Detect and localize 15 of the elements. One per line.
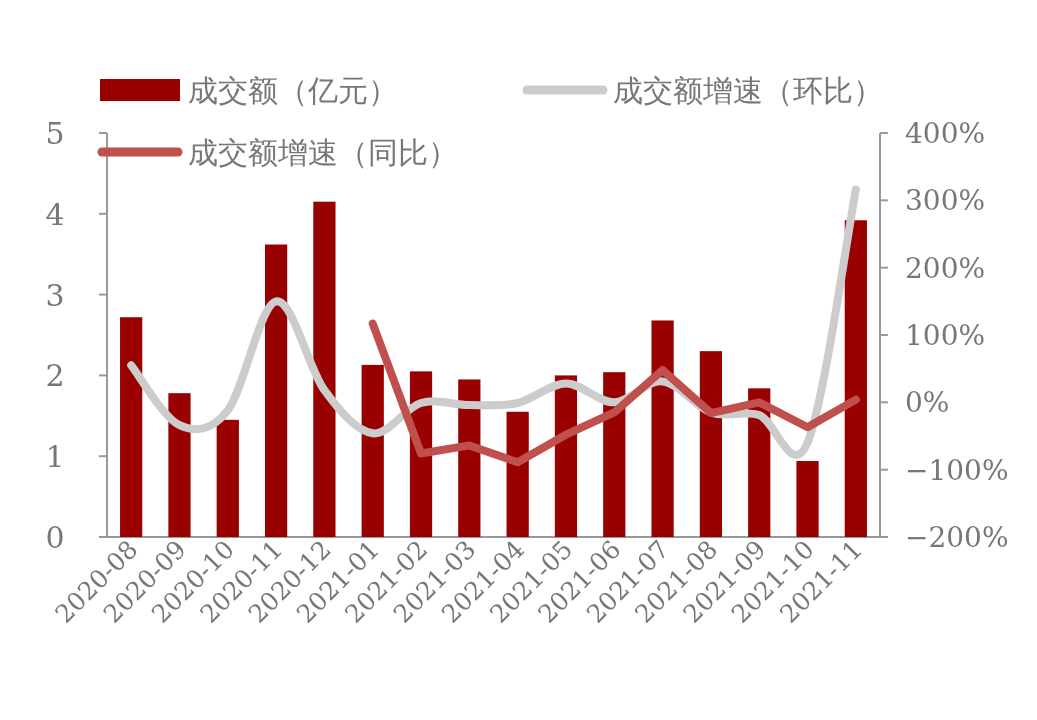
y2-tick-label: 200% bbox=[905, 251, 986, 285]
legend-label: 成交额增速（同比） bbox=[188, 135, 458, 170]
y2-tick-label: 100% bbox=[905, 319, 986, 352]
y2-tick-label: −200% bbox=[905, 521, 1009, 554]
y2-tick-label: 400% bbox=[905, 117, 986, 150]
y-tick-label: 3 bbox=[45, 277, 65, 313]
legend-label: 成交额增速（环比） bbox=[613, 73, 883, 108]
y2-tick-label: 0% bbox=[905, 386, 950, 420]
y2-tick-label: 300% bbox=[905, 184, 986, 218]
y-tick-label: 2 bbox=[45, 358, 65, 394]
y2-tick-label: −100% bbox=[905, 453, 1009, 487]
legend-label: 成交额（亿元） bbox=[188, 73, 398, 108]
y-tick-label: 5 bbox=[45, 116, 65, 151]
y-tick-label: 4 bbox=[45, 196, 65, 232]
y-tick-label: 1 bbox=[45, 439, 65, 475]
